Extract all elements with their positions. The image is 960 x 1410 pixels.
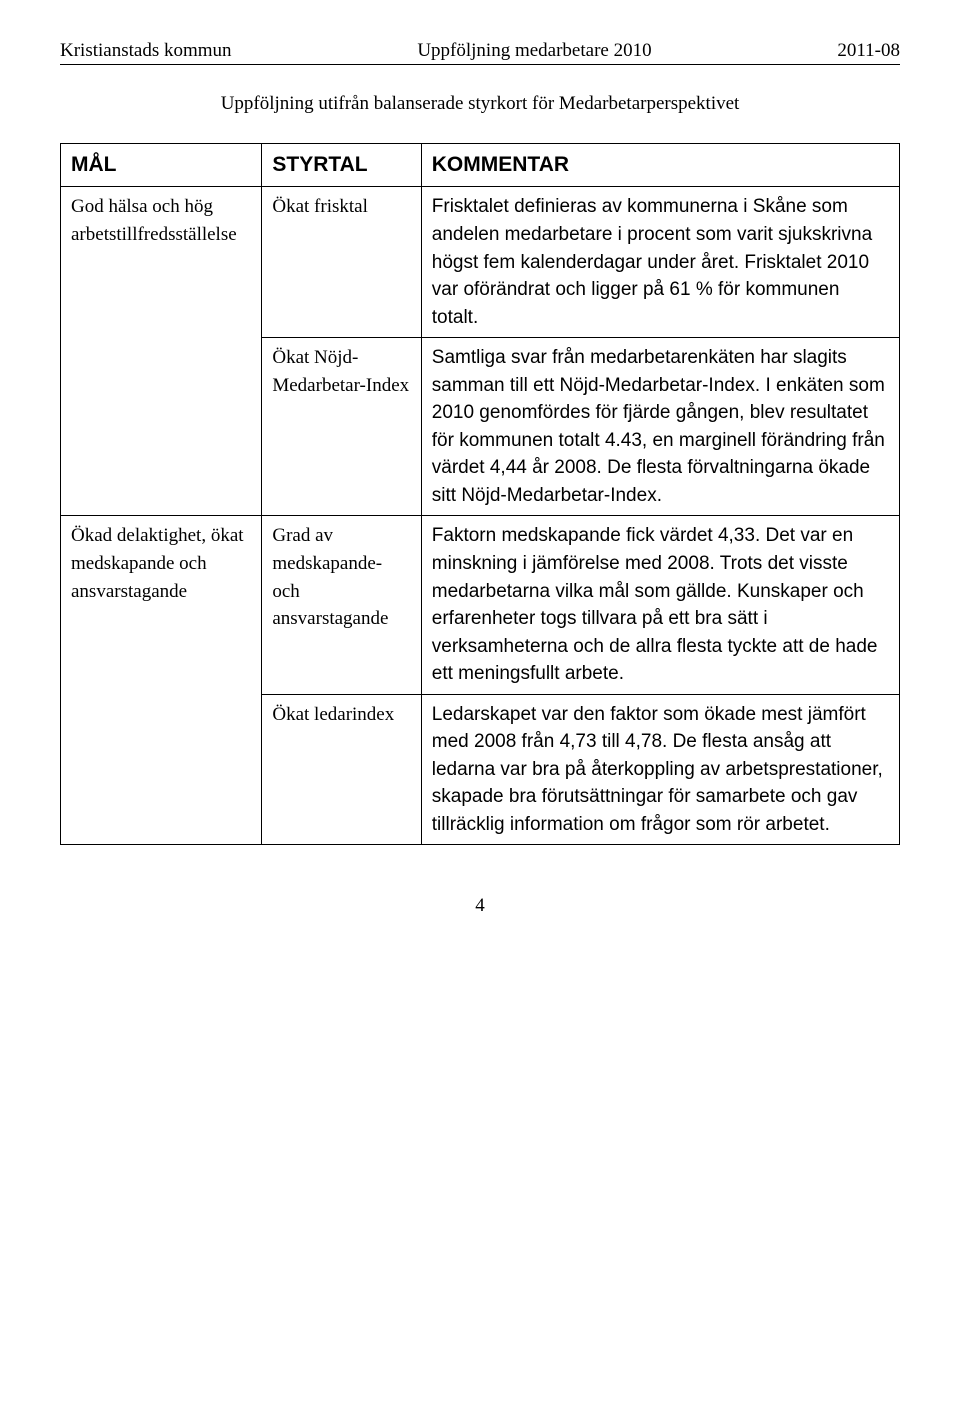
comment-cell: Faktorn medskapande fick värdet 4,33. De… xyxy=(421,516,899,694)
header-center: Uppföljning medarbetare 2010 xyxy=(417,40,651,62)
styrtal-cell: Ökat ledarindex xyxy=(262,694,421,845)
styrtal-cell: Ökat frisktal xyxy=(262,187,421,338)
comment-cell: Samtliga svar från medarbetarenkäten har… xyxy=(421,338,899,516)
scorecard-table: MÅL STYRTAL KOMMENTAR God hälsa och hög … xyxy=(60,143,900,845)
comment-cell: Ledarskapet var den faktor som ökade mes… xyxy=(421,694,899,845)
goal-cell: Ökad delaktighet, ökat medskapande och a… xyxy=(61,516,262,845)
table-body: God hälsa och hög arbetstillfredsställel… xyxy=(61,187,900,845)
header-right: 2011-08 xyxy=(837,40,900,62)
page-number: 4 xyxy=(60,895,900,917)
table-header-row: MÅL STYRTAL KOMMENTAR xyxy=(61,144,900,187)
page-container: Kristianstads kommun Uppföljning medarbe… xyxy=(0,0,960,947)
col-header-kommentar: KOMMENTAR xyxy=(421,144,899,187)
header-underline xyxy=(60,64,900,65)
table-row: Ökad delaktighet, ökat medskapande och a… xyxy=(61,516,900,694)
table-row: God hälsa och hög arbetstillfredsställel… xyxy=(61,187,900,338)
goal-cell: God hälsa och hög arbetstillfredsställel… xyxy=(61,187,262,516)
col-header-mal: MÅL xyxy=(61,144,262,187)
page-header: Kristianstads kommun Uppföljning medarbe… xyxy=(60,40,900,62)
styrtal-cell: Ökat Nöjd-Medarbetar-Index xyxy=(262,338,421,516)
comment-cell: Frisktalet definieras av kommunerna i Sk… xyxy=(421,187,899,338)
document-title: Uppföljning utifrån balanserade styrkort… xyxy=(60,93,900,115)
col-header-styrtal: STYRTAL xyxy=(262,144,421,187)
styrtal-cell: Grad av medskapande- och ansvarstagande xyxy=(262,516,421,694)
header-left: Kristianstads kommun xyxy=(60,40,232,62)
